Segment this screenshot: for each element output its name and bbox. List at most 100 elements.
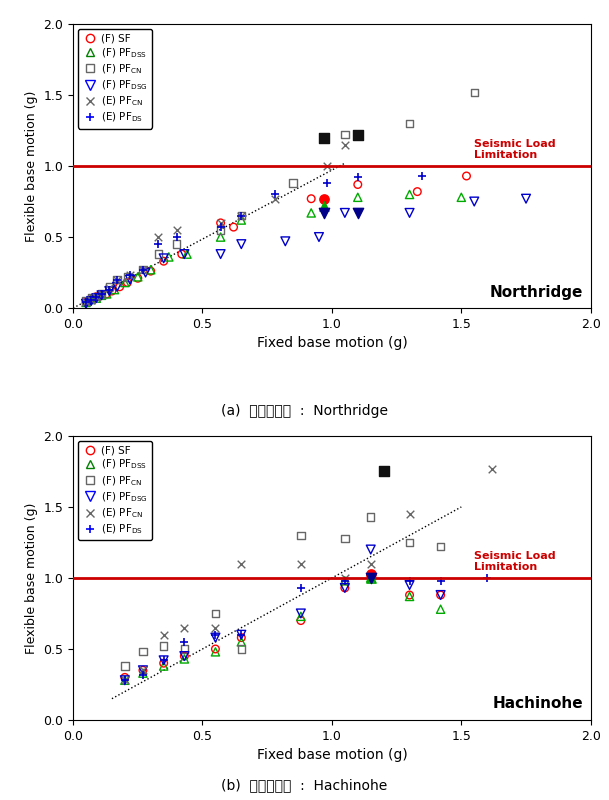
Point xyxy=(182,248,192,261)
Point xyxy=(340,532,350,545)
Point xyxy=(340,582,350,594)
Point xyxy=(306,192,316,205)
Point xyxy=(120,276,130,289)
Point xyxy=(296,582,306,594)
Point xyxy=(211,646,220,658)
Point xyxy=(319,199,329,212)
Point xyxy=(296,558,306,570)
Point xyxy=(120,660,130,673)
Point xyxy=(120,674,130,686)
Point xyxy=(133,270,143,283)
Point xyxy=(435,589,445,602)
Point xyxy=(404,589,414,602)
Point xyxy=(81,296,91,309)
Point xyxy=(180,248,189,261)
Point xyxy=(366,571,376,584)
Point xyxy=(81,294,91,307)
Point xyxy=(280,235,290,248)
Point xyxy=(314,230,324,243)
Point xyxy=(353,128,363,141)
Point xyxy=(435,574,445,587)
Point xyxy=(487,462,497,475)
Point xyxy=(159,660,169,673)
Point xyxy=(366,571,376,584)
Point xyxy=(133,272,143,285)
Point xyxy=(97,289,107,302)
Point xyxy=(404,206,414,219)
Point xyxy=(353,171,363,184)
Point xyxy=(122,270,132,283)
Point xyxy=(319,131,329,144)
Point xyxy=(180,635,189,648)
Point xyxy=(353,178,363,191)
Point xyxy=(91,290,101,303)
Point xyxy=(172,238,181,250)
Point xyxy=(141,266,150,279)
Point xyxy=(236,635,246,648)
Point xyxy=(164,250,174,263)
Point xyxy=(146,263,155,276)
Point xyxy=(216,248,225,261)
Point xyxy=(353,206,363,219)
Point xyxy=(236,628,246,641)
Text: (b)  입력지진파  :  Hachinohe: (b) 입력지진파 : Hachinohe xyxy=(222,778,387,792)
Point xyxy=(236,210,246,222)
Point xyxy=(435,603,445,616)
Point xyxy=(138,666,148,679)
Point xyxy=(138,646,148,658)
Point xyxy=(366,571,376,584)
Text: Seismic Load
Limitation: Seismic Load Limitation xyxy=(474,138,556,160)
Point xyxy=(105,285,114,298)
Point xyxy=(97,287,107,300)
Point xyxy=(125,269,135,282)
Point xyxy=(216,217,225,230)
Text: Northridge: Northridge xyxy=(490,285,583,299)
Point xyxy=(236,558,246,570)
Point xyxy=(236,238,246,250)
Point xyxy=(319,192,329,205)
Point xyxy=(456,191,466,204)
Point xyxy=(319,206,329,219)
Point xyxy=(125,269,135,282)
Point xyxy=(120,671,130,684)
Point xyxy=(404,590,414,603)
Point xyxy=(86,293,96,306)
Point xyxy=(105,283,114,296)
Point xyxy=(340,582,350,594)
Point xyxy=(404,574,414,587)
Point xyxy=(159,255,169,268)
Point xyxy=(180,650,189,662)
Point xyxy=(366,569,376,582)
Point xyxy=(366,571,376,584)
Point xyxy=(114,280,124,293)
Point xyxy=(91,290,101,303)
Point xyxy=(482,571,492,584)
Point xyxy=(236,628,246,641)
Point xyxy=(296,610,306,622)
Point xyxy=(91,290,101,303)
Point xyxy=(138,664,148,677)
Point xyxy=(180,650,189,662)
Point xyxy=(211,631,220,644)
Point xyxy=(211,607,220,620)
Point xyxy=(180,653,189,666)
Point xyxy=(216,217,225,230)
Point xyxy=(153,238,163,250)
Point xyxy=(86,293,96,306)
Point xyxy=(97,287,107,300)
Point xyxy=(86,294,96,307)
Point xyxy=(120,674,130,686)
Y-axis label: Flexible base motion (g): Flexible base motion (g) xyxy=(25,502,38,654)
Point xyxy=(296,607,306,620)
Point xyxy=(340,574,350,587)
Point xyxy=(366,567,376,580)
Point xyxy=(138,664,148,677)
Point xyxy=(81,298,91,310)
Point xyxy=(120,674,130,686)
Point xyxy=(211,628,220,641)
Point xyxy=(412,186,422,198)
Point xyxy=(125,274,135,286)
Point xyxy=(322,160,331,173)
Point xyxy=(159,628,169,641)
Point xyxy=(102,287,111,300)
